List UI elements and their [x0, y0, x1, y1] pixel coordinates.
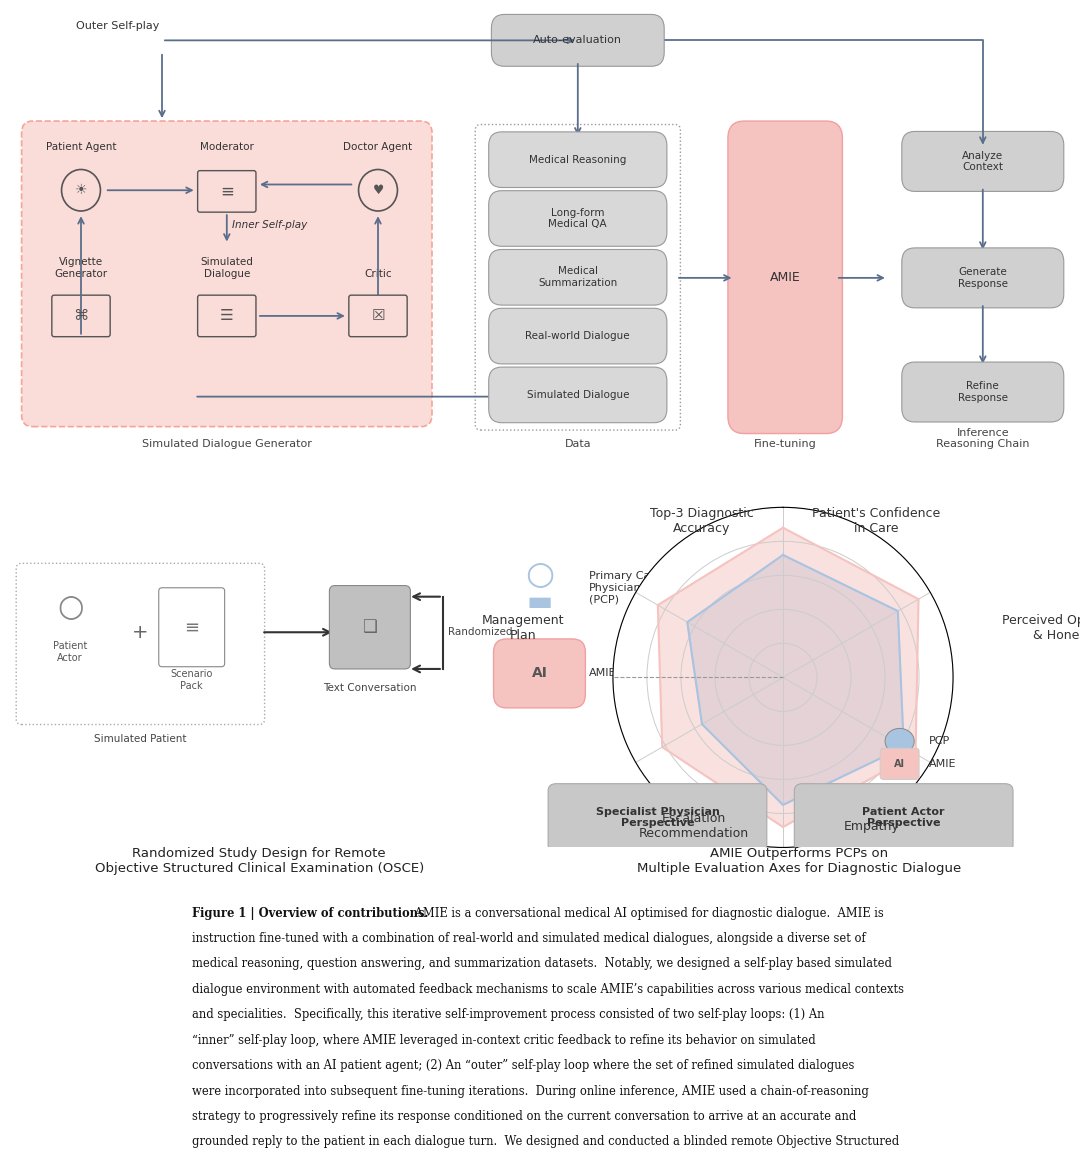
Text: Long-form
Medical QA: Long-form Medical QA	[549, 208, 607, 229]
Text: Figure 1 | Overview of contributions.: Figure 1 | Overview of contributions.	[192, 906, 429, 920]
Text: Patient Actor
Perspective: Patient Actor Perspective	[863, 807, 945, 829]
Text: ☒: ☒	[372, 308, 384, 324]
Text: ♥: ♥	[373, 183, 383, 197]
FancyBboxPatch shape	[488, 367, 667, 423]
Text: Patient's Confidence
in Care: Patient's Confidence in Care	[812, 507, 941, 535]
Circle shape	[886, 729, 914, 754]
Text: ▬: ▬	[527, 588, 553, 616]
Text: “inner” self-play loop, where AMIE leveraged in-context critic feedback to refin: “inner” self-play loop, where AMIE lever…	[192, 1034, 816, 1047]
FancyBboxPatch shape	[22, 121, 432, 427]
Text: Moderator: Moderator	[200, 142, 254, 152]
Text: AMIE Outperforms PCPs on
Multiple Evaluation Axes for Diagnostic Dialogue: AMIE Outperforms PCPs on Multiple Evalua…	[637, 847, 961, 875]
FancyBboxPatch shape	[549, 784, 767, 852]
Text: Medical
Summarization: Medical Summarization	[538, 266, 618, 288]
Text: Perceived Openness
& Honesty: Perceived Openness & Honesty	[1002, 613, 1080, 642]
Text: Data: Data	[565, 439, 591, 450]
FancyBboxPatch shape	[488, 249, 667, 306]
Text: instruction fine-tuned with a combination of real-world and simulated medical di: instruction fine-tuned with a combinatio…	[192, 932, 866, 945]
FancyBboxPatch shape	[488, 190, 667, 247]
Text: medical reasoning, question answering, and summarization datasets.  Notably, we : medical reasoning, question answering, a…	[192, 957, 892, 971]
Text: AMIE: AMIE	[770, 271, 800, 285]
Text: were incorporated into subsequent fine-tuning iterations.  During online inferen: were incorporated into subsequent fine-t…	[192, 1085, 869, 1098]
Text: Randomized Study Design for Remote
Objective Structured Clinical Examination (OS: Randomized Study Design for Remote Objec…	[95, 847, 423, 875]
Text: Medical Reasoning: Medical Reasoning	[529, 155, 626, 165]
Text: PCP: PCP	[929, 736, 950, 746]
Text: AI: AI	[894, 759, 905, 769]
Text: Simulated Patient: Simulated Patient	[94, 734, 187, 744]
FancyBboxPatch shape	[795, 784, 1013, 852]
Text: Vignette
Generator: Vignette Generator	[54, 257, 108, 279]
FancyBboxPatch shape	[491, 14, 664, 66]
Text: ❑: ❑	[363, 618, 377, 636]
FancyBboxPatch shape	[902, 248, 1064, 308]
Text: Randomized: Randomized	[448, 627, 513, 638]
Text: dialogue environment with automated feedback mechanisms to scale AMIE’s capabili: dialogue environment with automated feed…	[192, 982, 904, 996]
Text: conversations with an AI patient agent; (2) An “outer” self-play loop where the : conversations with an AI patient agent; …	[192, 1060, 854, 1072]
FancyBboxPatch shape	[902, 362, 1064, 422]
Text: strategy to progressively refine its response conditioned on the current convers: strategy to progressively refine its res…	[192, 1110, 856, 1123]
Text: ≡: ≡	[220, 182, 233, 201]
Text: Patient Agent: Patient Agent	[45, 142, 117, 152]
Text: AMIE is a conversational medical AI optimised for diagnostic dialogue.  AMIE is: AMIE is a conversational medical AI opti…	[411, 906, 883, 920]
Text: Doctor Agent: Doctor Agent	[343, 142, 413, 152]
Polygon shape	[687, 555, 904, 805]
Text: Primary Care
Physician
(PCP): Primary Care Physician (PCP)	[589, 571, 661, 604]
Text: ○: ○	[526, 558, 554, 591]
Text: Fine-tuning: Fine-tuning	[754, 439, 816, 450]
Text: Analyze
Context: Analyze Context	[962, 151, 1003, 172]
FancyBboxPatch shape	[880, 748, 919, 779]
Text: AI: AI	[531, 666, 548, 680]
Text: ⌘: ⌘	[73, 308, 89, 324]
Text: Management
Plan: Management Plan	[482, 613, 564, 642]
Text: Simulated
Dialogue: Simulated Dialogue	[201, 257, 253, 279]
Text: Simulated Dialogue Generator: Simulated Dialogue Generator	[141, 439, 312, 450]
Text: ☰: ☰	[220, 308, 233, 324]
Text: Outer Self-play: Outer Self-play	[76, 21, 159, 31]
FancyBboxPatch shape	[329, 586, 410, 669]
Text: and specialities.  Specifically, this iterative self-improvement process consist: and specialities. Specifically, this ite…	[192, 1008, 825, 1022]
Text: Refine
Response: Refine Response	[958, 382, 1008, 402]
Text: Auto-evaluation: Auto-evaluation	[534, 36, 622, 45]
Text: ☀: ☀	[75, 183, 87, 197]
Text: Top-3 Diagnostic
Accuracy: Top-3 Diagnostic Accuracy	[650, 507, 754, 535]
Polygon shape	[658, 528, 918, 827]
FancyBboxPatch shape	[728, 121, 842, 434]
Text: Patient
Actor: Patient Actor	[53, 641, 87, 663]
Text: Inner Self-play: Inner Self-play	[232, 220, 308, 231]
FancyBboxPatch shape	[902, 131, 1064, 191]
Text: Specialist Physician
Perspective: Specialist Physician Perspective	[595, 807, 719, 829]
Text: Simulated Dialogue: Simulated Dialogue	[527, 390, 629, 400]
Text: grounded reply to the patient in each dialogue turn.  We designed and conducted : grounded reply to the patient in each di…	[192, 1136, 900, 1148]
Text: Empathy: Empathy	[845, 820, 900, 832]
Text: Escalation
Recommendation: Escalation Recommendation	[639, 812, 748, 841]
Text: Scenario
Pack: Scenario Pack	[171, 669, 213, 691]
Text: Text Conversation: Text Conversation	[323, 683, 417, 693]
Text: Critic: Critic	[364, 269, 392, 279]
Text: Generate
Response: Generate Response	[958, 267, 1008, 288]
Text: AMIE: AMIE	[589, 669, 616, 678]
Text: Inference
Reasoning Chain: Inference Reasoning Chain	[936, 428, 1029, 450]
Text: Real-world Dialogue: Real-world Dialogue	[526, 331, 630, 341]
Text: ≡: ≡	[184, 618, 200, 636]
Text: AMIE: AMIE	[929, 759, 956, 769]
Text: +: +	[132, 623, 149, 642]
FancyBboxPatch shape	[494, 639, 585, 708]
FancyBboxPatch shape	[488, 131, 667, 188]
Text: ○: ○	[57, 594, 83, 623]
FancyBboxPatch shape	[488, 308, 667, 364]
